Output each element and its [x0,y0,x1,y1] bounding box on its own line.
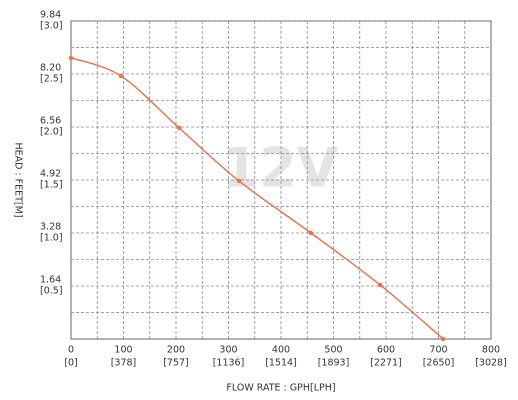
x-tick-sublabel: [1893] [318,358,350,369]
y-tick-sublabel: [1.5] [40,180,63,191]
x-tick-label: 100 [114,345,132,356]
x-tick-label: 400 [272,345,290,356]
point [378,282,383,288]
x-tick-sublabel: [378] [111,358,137,369]
y-tick-label: 4.92 [40,169,61,180]
y-tick-label: 1.64 [40,275,61,286]
x-tick-sublabel: [1136] [213,358,245,369]
x-tick-label: 800 [482,345,500,356]
x-tick-sublabel: [757] [163,358,189,369]
watermark: 12V [222,137,339,200]
y-tick-sublabel: [3.0] [40,21,63,32]
point [441,336,446,342]
point [118,73,124,79]
y-tick-sublabel: [2.5] [40,74,63,85]
x-tick-label: 0 [68,345,74,356]
x-tick-label: 200 [167,345,185,356]
x-tick-label: 600 [377,345,395,356]
y-tick-label: 9.84 [40,10,61,21]
point [308,230,314,236]
x-tick-label: 300 [219,345,237,356]
y-tick-label: 3.28 [40,222,61,233]
x-tick-sublabel: [2650] [423,358,455,369]
x-tick-label: 700 [429,345,447,356]
y-tick-label: 8.20 [40,63,61,74]
x-tick-sublabel: [3028] [475,358,507,369]
x-tick-label: 500 [324,345,342,356]
y-tick-sublabel: [0.5] [40,286,63,297]
point [236,178,242,184]
y-tick-label: 6.56 [40,116,61,127]
point [68,55,74,61]
y-tick-sublabel: [2.0] [40,127,63,138]
x-tick-sublabel: [0] [64,358,77,369]
y-tick-sublabel: [1.0] [40,233,63,244]
point [176,125,182,131]
x-tick-sublabel: [2271] [370,358,402,369]
y-axis-label: HEAD : FEET[M] [13,142,24,217]
x-axis-label: FLOW RATE : GPH[LPH] [226,383,335,394]
x-tick-sublabel: [1514] [265,358,297,369]
